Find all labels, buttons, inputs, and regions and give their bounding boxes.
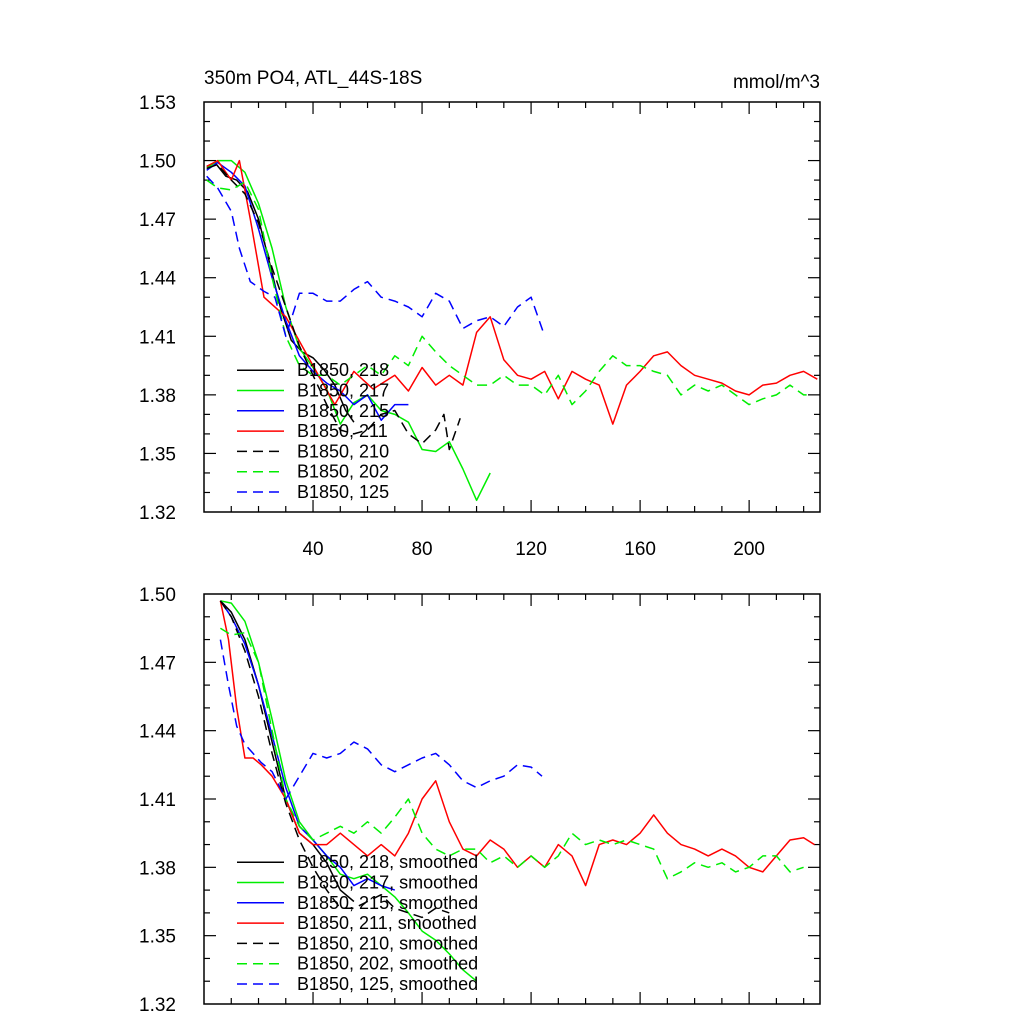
y-tick-label: 1.50 — [139, 152, 176, 173]
series-lines — [219, 600, 815, 982]
y-tick-label: 1.35 — [139, 927, 176, 948]
legend-label: B1850, 202, smoothed — [297, 954, 478, 974]
legend-label: B1850, 217, smoothed — [297, 873, 478, 893]
series-line — [220, 627, 804, 880]
plot-frame — [203, 101, 821, 513]
axis-ticks — [204, 102, 820, 512]
legend-label: B1850, 215 — [297, 401, 389, 421]
legend-label: B1850, 210 — [297, 441, 389, 461]
legend-label: B1850, 210, smoothed — [297, 933, 478, 953]
y-tick-label: 1.41 — [139, 790, 176, 811]
series-line — [206, 175, 546, 338]
legend-label: B1850, 125, smoothed — [297, 974, 478, 994]
bottom-panel: 1.32 1.35 1.38 1.41 1.44 1.47 1.50 B1850, 218,… — [139, 585, 821, 1016]
x-tick-label: 80 — [411, 539, 432, 560]
legend-label: B1850, 218 — [297, 360, 389, 380]
y-tick-label: 1.47 — [139, 210, 176, 231]
y-tick-label: 1.50 — [139, 585, 176, 606]
series-lines — [206, 159, 818, 502]
y-tick-label: 1.44 — [139, 722, 176, 743]
series-line — [219, 600, 450, 919]
axis-tick-labels: 1.32 1.35 1.38 1.41 1.44 1.47 1.50 — [139, 585, 176, 1016]
series-line — [206, 159, 491, 502]
legend-label: B1850, 211 — [297, 421, 388, 441]
legend-label: B1850, 125 — [297, 482, 389, 502]
series-line — [206, 161, 409, 421]
y-tick-label: 1.47 — [139, 653, 176, 674]
top-panel: 350m PO4, ATL_44S-18S mmol/m^3 1.321.351… — [139, 68, 821, 560]
legend-label: B1850, 211, smoothed — [297, 913, 477, 933]
series-line — [206, 179, 812, 406]
axis-tick-labels: 1.32 1.35 1.38 1.41 1.44 1.47 1.50 1.53 40 80 120 1… — [139, 93, 765, 560]
series-line — [219, 600, 396, 891]
y-tick-label: 1.41 — [139, 327, 176, 348]
x-tick-label: 40 — [302, 539, 323, 560]
y-tick-label: 1.32 — [139, 503, 176, 524]
y-tick-label: 1.53 — [139, 93, 176, 114]
chart-title: 350m PO4, ATL_44S-18S — [204, 68, 422, 89]
legend-label: B1850, 217 — [297, 381, 389, 401]
legend-label: B1850, 215, smoothed — [297, 893, 478, 913]
x-tick-label: 200 — [733, 539, 765, 560]
y-tick-label: 1.38 — [139, 386, 176, 407]
series-line — [206, 163, 461, 451]
y-tick-label: 1.44 — [139, 269, 176, 290]
series-line — [206, 159, 818, 425]
y-tick-label: 1.35 — [139, 444, 176, 465]
legend-label: B1850, 218, smoothed — [297, 852, 478, 872]
y-tick-label: 1.38 — [139, 858, 176, 879]
x-tick-label: 120 — [515, 539, 547, 560]
series-line — [219, 600, 815, 887]
x-tick-label: 160 — [624, 539, 656, 560]
legend-label: B1850, 202 — [297, 462, 389, 482]
units-label: mmol/m^3 — [733, 72, 820, 93]
y-tick-label: 1.32 — [139, 995, 176, 1016]
series-line — [219, 639, 543, 800]
axis-ticks — [204, 594, 820, 1004]
